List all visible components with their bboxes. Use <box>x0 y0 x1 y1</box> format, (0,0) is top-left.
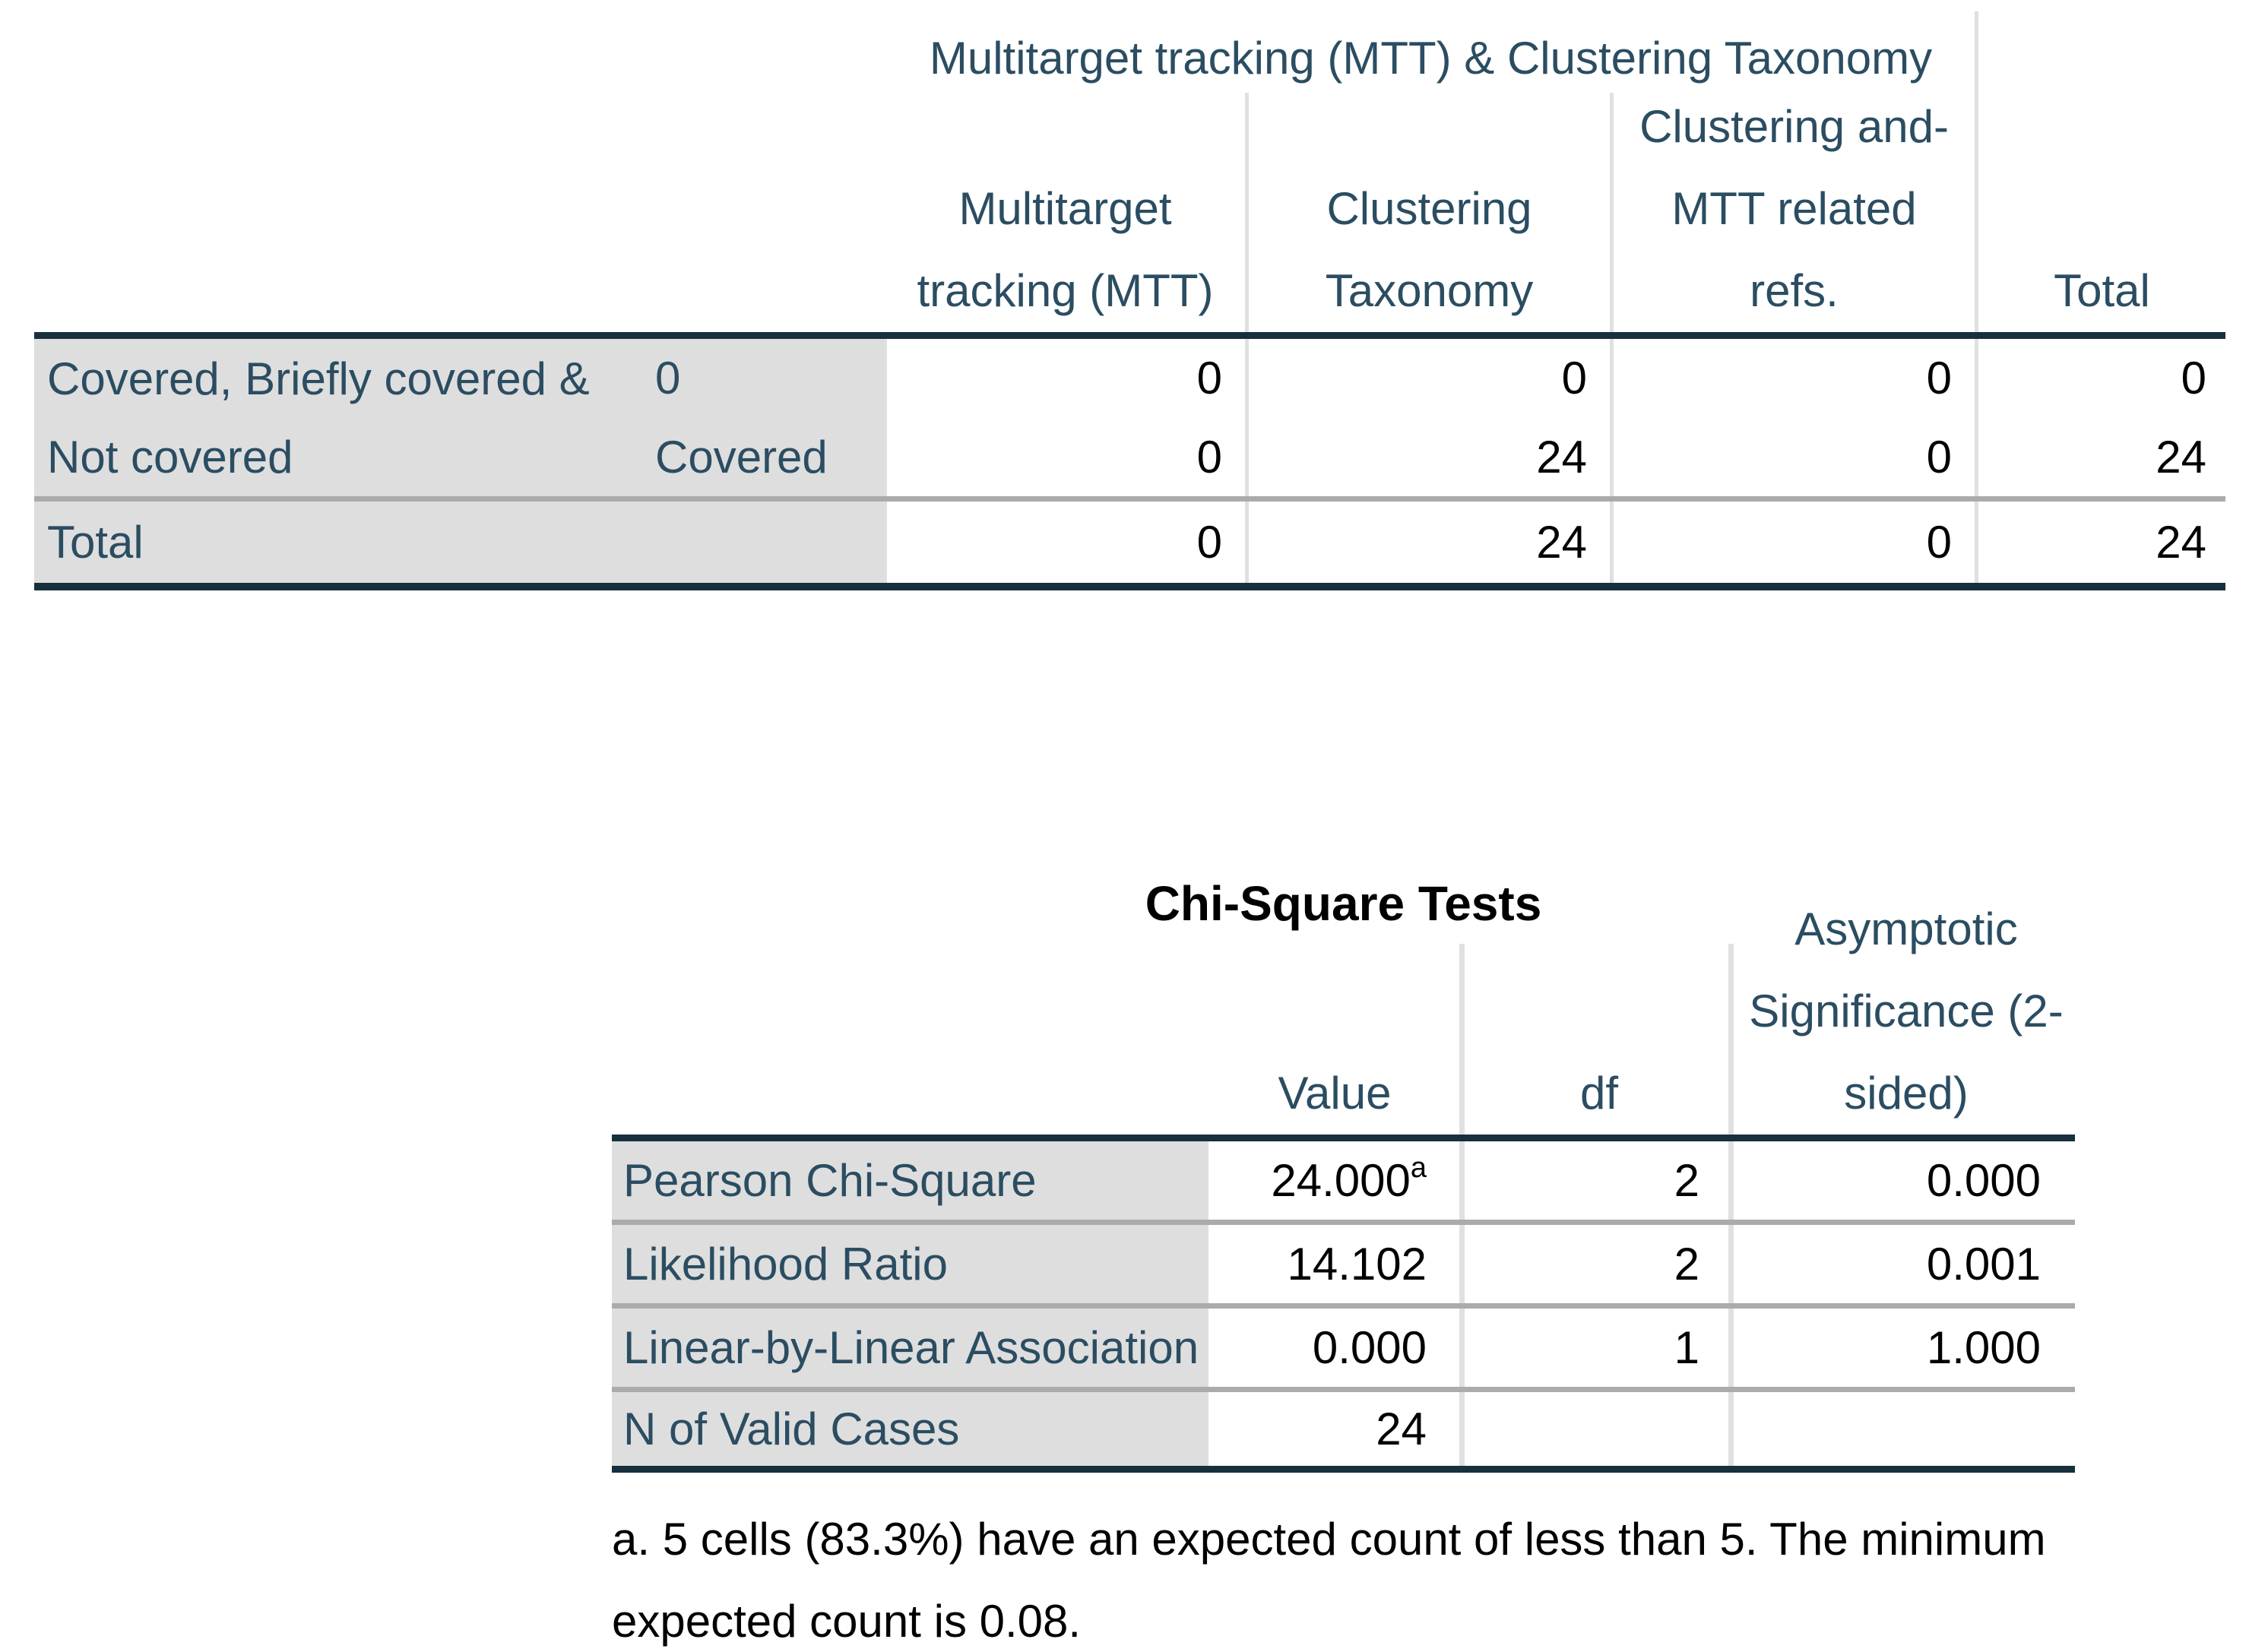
crosstab-row1-cell-mtt: 0 <box>1196 353 1222 404</box>
crosstab-row2-cell-clustering: 24 <box>1536 431 1587 483</box>
crosstab-total-cell-total: 24 <box>2156 517 2206 568</box>
chi-square-row1-value: 24.000 a <box>1208 1141 1427 1220</box>
chi-square-row1-value-number: 24.000 <box>1271 1155 1411 1206</box>
chi-square-row4-df <box>1467 1392 1699 1466</box>
crosstab-col-header-clustering-line2: Taxonomy <box>1325 265 1534 316</box>
crosstab-col-header-mtt: Multitarget tracking (MTT) <box>885 91 1245 332</box>
crosstab-row2-cell-mtt: 0 <box>1196 431 1222 483</box>
chi-square-row3-value: 0.000 <box>1312 1322 1427 1373</box>
chi-square-row4-value: 24 <box>1376 1404 1427 1454</box>
chi-square-row-separator-3 <box>612 1387 2075 1392</box>
crosstab-row-group-label: Covered, Briefly covered & Not covered <box>47 339 648 496</box>
crosstab-stub-rule <box>884 339 887 583</box>
chi-square-col-header-asymp: Asymptotic Significance (2- sided) <box>1737 881 2075 1135</box>
crosstab-total-cell-mtt: 0 <box>1196 517 1222 568</box>
crosstab-total-separator <box>34 496 2225 502</box>
crosstab-row1-category: 0 <box>655 353 681 404</box>
chi-square-row1-value-superscript: a <box>1410 1152 1427 1184</box>
chi-square-row2-value: 14.102 <box>1287 1239 1427 1290</box>
chi-square-col-header-df: df <box>1467 881 1731 1135</box>
chi-square-header-border <box>612 1135 2075 1141</box>
chi-square-footnote-line1: a. 5 cells (83.3%) have an expected coun… <box>612 1514 2046 1565</box>
chi-square-row3-sig: 1.000 <box>1926 1322 2041 1373</box>
crosstab-total-cell-clustering: 24 <box>1536 517 1587 568</box>
crosstab-row-group-label-line2: Not covered <box>47 431 293 483</box>
chi-square-col-header-asymp-line2: Significance (2- <box>1749 986 2064 1036</box>
chi-square-row4-sig <box>1737 1392 2041 1466</box>
crosstab-col-header-mtt-line2: tracking (MTT) <box>917 265 1214 316</box>
chi-square-column-rule-2 <box>1728 944 1734 1473</box>
chi-square-row2-df: 2 <box>1674 1239 1699 1290</box>
crosstab-col-header-clustering-line1: Clustering <box>1326 183 1532 234</box>
crosstab-col-header-clustering: Clustering Taxonomy <box>1249 91 1610 332</box>
chi-square-bottom-border <box>612 1466 2075 1473</box>
chi-square-col-header-asymp-line1: Asymptotic <box>1794 904 2018 954</box>
chi-square-row1-label: Pearson Chi-Square <box>623 1155 1037 1206</box>
crosstab-row1-cell-refs: 0 <box>1926 353 1952 404</box>
chi-square-footnote-line2: expected count is 0.08. <box>612 1596 1082 1647</box>
crosstab-col-header-refs-line3: refs. <box>1750 265 1839 316</box>
chi-square-row4-label: N of Valid Cases <box>623 1404 960 1454</box>
crosstab-total-label: Total <box>47 517 144 568</box>
chi-square-col-header-df-text: df <box>1579 1068 1619 1119</box>
crosstab-col-header-total-line1: Total <box>2054 265 2150 316</box>
crosstab-col-header-refs: Clustering and- MTT related refs. <box>1614 72 1975 332</box>
crosstab-column-rule-3 <box>1975 11 1978 583</box>
crosstab-row1-cell-clustering: 0 <box>1561 353 1587 404</box>
chi-square-footnote: a. 5 cells (83.3%) have an expected coun… <box>612 1499 2075 1652</box>
chi-square-row-separator-2 <box>612 1303 2075 1309</box>
crosstab-row-group-label-line1: Covered, Briefly covered & <box>47 353 590 404</box>
chi-square-col-header-value-text: Value <box>1278 1068 1392 1119</box>
chi-square-row3-df: 1 <box>1674 1322 1699 1373</box>
crosstab-total-cell-refs: 0 <box>1926 517 1952 568</box>
chi-square-col-header-asymp-line3: sided) <box>1844 1068 1969 1119</box>
chi-square-column-rule-1 <box>1459 944 1465 1473</box>
chi-square-title: Chi-Square Tests <box>1145 876 1542 931</box>
chi-square-row3-label: Linear-by-Linear Association <box>623 1322 1199 1373</box>
crosstab-header-border <box>34 332 2225 339</box>
crosstab-row1-cell-total: 0 <box>2181 353 2206 404</box>
crosstab-stub-background <box>34 339 885 583</box>
crosstab-col-header-refs-line2: MTT related <box>1671 183 1917 234</box>
crosstab-col-header-mtt-line1: Multitarget <box>958 183 1172 234</box>
crosstab-row2-category: Covered <box>655 431 828 483</box>
chi-square-row2-label: Likelihood Ratio <box>623 1239 948 1290</box>
chi-square-row1-df: 2 <box>1674 1155 1699 1206</box>
chi-square-row1-sig: 0.000 <box>1926 1155 2041 1206</box>
crosstab-row2-cell-refs: 0 <box>1926 431 1952 483</box>
chi-square-row-separator-1 <box>612 1220 2075 1225</box>
crosstab-col-header-refs-line1: Clustering and- <box>1639 101 1949 152</box>
chi-square-row2-sig: 0.001 <box>1926 1239 2041 1290</box>
crosstab-bottom-border <box>34 583 2225 590</box>
crosstab-span-header: Multitarget tracking (MTT) & Clustering … <box>929 33 1933 84</box>
crosstab-col-header-total: Total <box>1978 91 2225 332</box>
chi-square-col-header-value: Value <box>1208 881 1461 1135</box>
crosstab-row2-cell-total: 24 <box>2156 431 2206 483</box>
